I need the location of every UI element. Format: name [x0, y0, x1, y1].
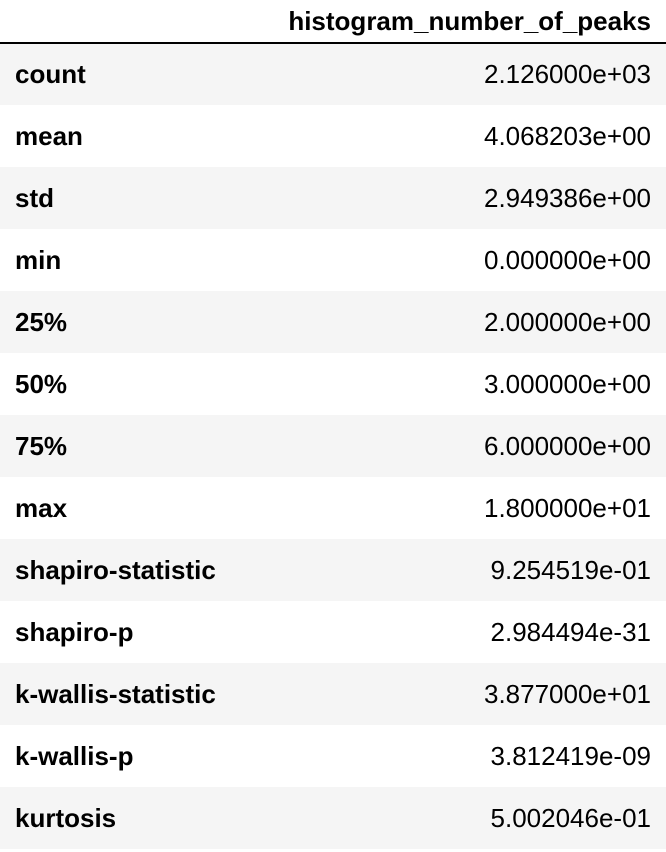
table-row: count 2.126000e+03: [0, 43, 666, 105]
row-value: 3.000000e+00: [483, 368, 651, 399]
row-label: min: [15, 244, 62, 275]
row-value: 5.002046e-01: [490, 802, 651, 833]
row-label: 75%: [15, 430, 68, 461]
table-row: 75% 6.000000e+00: [0, 415, 666, 477]
table-row: k-wallis-p 3.812419e-09: [0, 725, 666, 787]
column-header: histogram_number_of_peaks: [250, 0, 666, 44]
row-value: 2.984494e-31: [490, 616, 651, 647]
row-label: std: [15, 182, 54, 213]
table-row: k-wallis-statistic 3.877000e+01: [0, 663, 666, 725]
table-row: kurtosis 5.002046e-01: [0, 787, 666, 849]
row-value: 4.068203e+00: [483, 120, 651, 151]
row-value: 2.949386e+00: [483, 182, 651, 213]
index-header-cell: [0, 0, 250, 44]
row-value: 3.877000e+01: [483, 678, 651, 709]
table-row: 50% 3.000000e+00: [0, 353, 666, 415]
row-label: 25%: [15, 306, 68, 337]
table-body: count 2.126000e+03 mean 4.068203e+00 std…: [0, 43, 666, 849]
table-row: mean 4.068203e+00: [0, 105, 666, 167]
row-label: mean: [15, 120, 83, 151]
row-label: k-wallis-p: [15, 740, 134, 771]
table-row: shapiro-p 2.984494e-31: [0, 601, 666, 663]
row-value: 0.000000e+00: [483, 244, 651, 275]
row-value: 6.000000e+00: [483, 430, 651, 461]
row-label: k-wallis-statistic: [15, 678, 216, 709]
table-row: shapiro-statistic 9.254519e-01: [0, 539, 666, 601]
row-value: 2.000000e+00: [483, 306, 651, 337]
row-value: 9.254519e-01: [490, 554, 651, 585]
row-label: shapiro-statistic: [15, 554, 216, 585]
row-label: count: [15, 59, 86, 89]
table-row: std 2.949386e+00: [0, 167, 666, 229]
row-label: max: [15, 492, 68, 523]
row-label: shapiro-p: [15, 616, 134, 647]
header-row: histogram_number_of_peaks: [0, 0, 666, 44]
row-value: 2.126000e+03: [483, 59, 651, 89]
table-row: 25% 2.000000e+00: [0, 291, 666, 353]
row-label: 50%: [15, 368, 68, 399]
table-row: max 1.800000e+01: [0, 477, 666, 539]
row-value: 1.800000e+01: [483, 492, 651, 523]
row-value: 3.812419e-09: [490, 740, 651, 771]
row-label: kurtosis: [15, 802, 117, 833]
table-row: min 0.000000e+00: [0, 229, 666, 291]
table-header: histogram_number_of_peaks: [0, 0, 666, 44]
